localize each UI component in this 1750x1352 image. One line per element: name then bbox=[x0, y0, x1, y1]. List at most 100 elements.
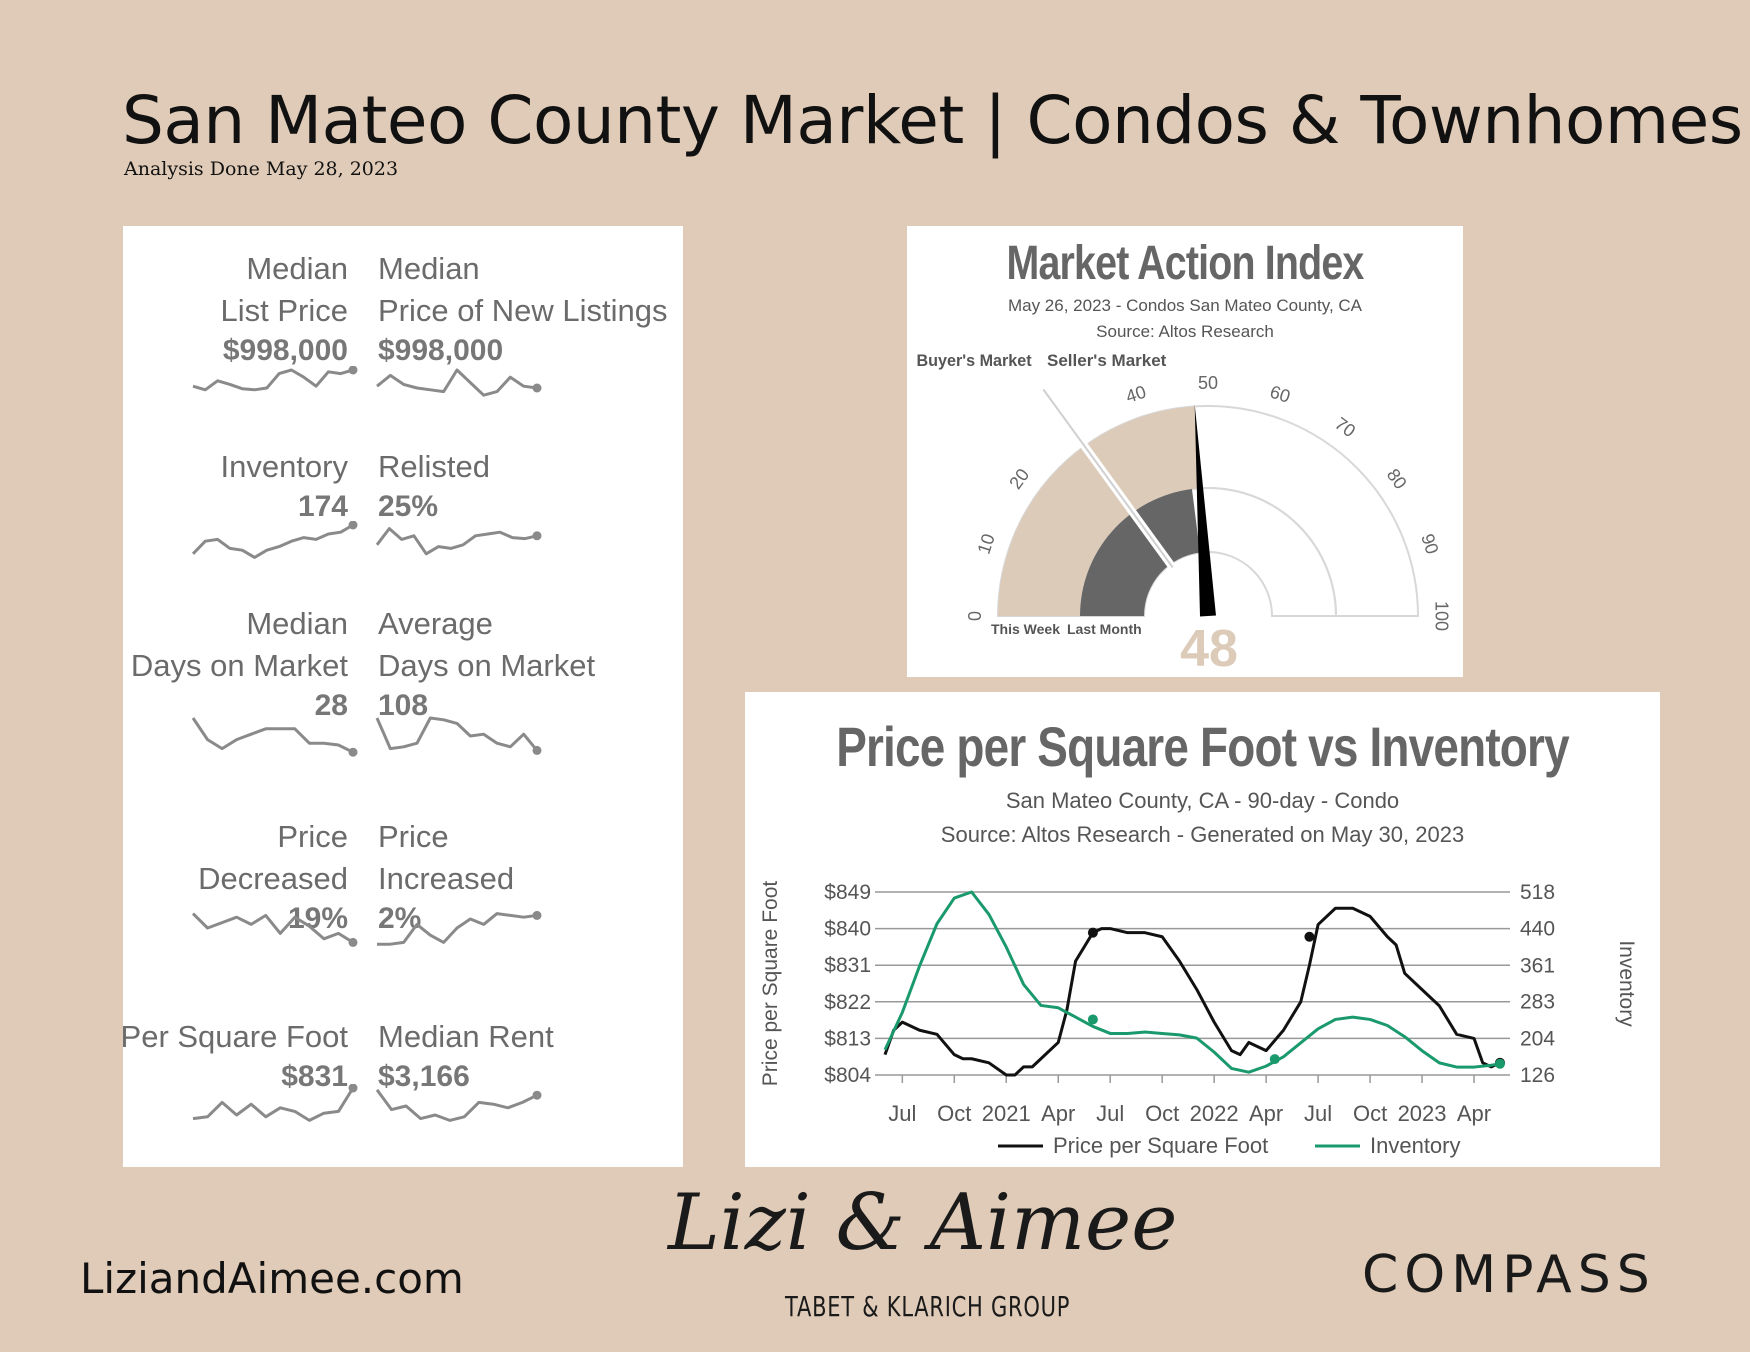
gauge-tick-label: 10 bbox=[974, 531, 999, 556]
series-marker bbox=[1087, 927, 1098, 938]
sparkline-path bbox=[192, 1087, 355, 1122]
stat-label-line: List Price bbox=[220, 293, 348, 328]
x-tick-label: Apr bbox=[1249, 1101, 1283, 1126]
sparkline bbox=[192, 366, 358, 392]
sparkline bbox=[375, 527, 542, 556]
series-line-price-per-sqft bbox=[883, 906, 1501, 1077]
sparkline bbox=[377, 910, 542, 946]
ppsf-inventory-panel: Price per Square Foot vs Inventory San M… bbox=[745, 692, 1660, 1167]
stat-label-line: Median bbox=[246, 606, 348, 641]
gauge-tick-label: 70 bbox=[1331, 413, 1359, 441]
sparkline-path bbox=[377, 912, 538, 946]
ppsf-source: Source: Altos Research - Generated on Ma… bbox=[940, 822, 1465, 847]
gauge-tick-label: 60 bbox=[1267, 382, 1292, 407]
gauge-value: 48 bbox=[1180, 620, 1238, 677]
x-tick-label: Oct bbox=[1353, 1101, 1387, 1126]
sellers-market-label: Seller's Market bbox=[1047, 351, 1167, 370]
mai-gauge: 0 10 20 40 50 60 70 80 90 100 Buyer's Market Seller… bbox=[917, 351, 1452, 677]
y-tick-label: $840 bbox=[824, 918, 871, 941]
x-tick-label: Jul bbox=[888, 1101, 916, 1126]
sparkline-end-dot bbox=[348, 366, 358, 375]
ppsf-subtitle: San Mateo County, CA - 90-day - Condo bbox=[1005, 788, 1400, 813]
sparkline-path bbox=[192, 368, 354, 392]
stat-label-line: Decreased bbox=[198, 861, 348, 896]
legend-label: Price per Square Foot bbox=[1053, 1133, 1268, 1158]
sparkline-end-dot bbox=[348, 1084, 358, 1093]
brand-logo-subtitle: TABET & KLARICH GROUP bbox=[785, 1290, 1071, 1323]
stat-value: 174 bbox=[297, 490, 348, 523]
x-tick-label: Apr bbox=[1041, 1101, 1075, 1126]
sparkline-path bbox=[191, 523, 354, 559]
y-axis-label: Price per Square Foot bbox=[759, 881, 782, 1087]
y-tick-label: $804 bbox=[824, 1064, 871, 1087]
series-marker bbox=[1495, 1058, 1505, 1069]
stat-label-line: Median bbox=[246, 251, 348, 286]
y-tick-label: $822 bbox=[824, 991, 871, 1014]
x-tick-label: Apr bbox=[1457, 1101, 1491, 1126]
gauge-this-week-arc bbox=[998, 406, 1200, 616]
sparkline bbox=[192, 1084, 358, 1122]
page-title: San Mateo County Market | Condos & Townh… bbox=[122, 82, 1743, 159]
stat-value: 28 bbox=[314, 689, 348, 722]
last-month-label: Last Month bbox=[1067, 621, 1142, 637]
analysis-date: Analysis Done May 28, 2023 bbox=[124, 158, 399, 180]
y-tick-label: $849 bbox=[824, 881, 871, 904]
x-tick-label: Oct bbox=[1145, 1101, 1179, 1126]
y2-tick-label: 283 bbox=[1520, 991, 1555, 1014]
mai-title: Market Action Index bbox=[1006, 237, 1365, 290]
gauge-tick-label: 80 bbox=[1383, 465, 1411, 493]
brand-logo-script: Lizi & Aimee bbox=[668, 1178, 1178, 1268]
x-tick-label: Jul bbox=[1096, 1101, 1124, 1126]
gauge-tick-label: 0 bbox=[965, 611, 985, 621]
sparkline-path bbox=[375, 716, 539, 752]
series-marker bbox=[1269, 1054, 1280, 1065]
sparkline-end-dot bbox=[532, 383, 542, 393]
stat-label-line: Days on Market bbox=[378, 648, 596, 683]
sparkline bbox=[376, 368, 542, 397]
series-line-inventory bbox=[883, 890, 1501, 1074]
sparkline-end-dot bbox=[532, 1090, 542, 1100]
sparkline-path bbox=[191, 717, 354, 754]
website-link[interactable]: LiziandAimee.com bbox=[80, 1254, 464, 1303]
y2-tick-label: 440 bbox=[1520, 917, 1555, 940]
stats-panel: Median List Price $998,000 Median Price of N… bbox=[120, 226, 683, 1167]
sparkline-end-dot bbox=[348, 521, 358, 530]
gauge-threshold-line bbox=[1042, 388, 1174, 569]
stat-label-line: Inventory bbox=[220, 449, 348, 484]
x-tick-label: 2021 bbox=[982, 1101, 1031, 1126]
y2-tick-label: 204 bbox=[1520, 1028, 1555, 1051]
y2-tick-label: 518 bbox=[1520, 881, 1555, 904]
stat-value: 108 bbox=[378, 689, 429, 722]
stat-label-line: Median Rent bbox=[378, 1019, 554, 1054]
legend-label: Inventory bbox=[1370, 1133, 1461, 1158]
sparkline-end-dot bbox=[532, 531, 542, 541]
stat-label-line: Per Square Foot bbox=[120, 1019, 348, 1054]
sparkline bbox=[191, 717, 358, 757]
stat-label-line: Relisted bbox=[378, 449, 490, 484]
ppsf-title: Price per Square Foot vs Inventory bbox=[836, 715, 1569, 778]
stat-label-line: Increased bbox=[378, 861, 515, 896]
stat-label-line: Price of New Listings bbox=[378, 293, 668, 328]
x-tick-label: 2022 bbox=[1190, 1101, 1239, 1126]
gauge-tick-label: 40 bbox=[1123, 382, 1148, 407]
sparkline-end-dot bbox=[348, 747, 358, 757]
stat-label-line: Median bbox=[378, 251, 480, 286]
stat-label-line: Average bbox=[378, 606, 493, 641]
y2-axis-label: Inventory bbox=[1615, 940, 1638, 1027]
gauge-tick-label: 100 bbox=[1431, 601, 1451, 631]
x-tick-label: Oct bbox=[937, 1101, 971, 1126]
series-marker bbox=[1087, 1014, 1098, 1025]
x-tick-label: Jul bbox=[1304, 1101, 1332, 1126]
sparkline bbox=[375, 716, 542, 755]
sparkline-path bbox=[191, 912, 354, 944]
mai-source: Source: Altos Research bbox=[1096, 322, 1274, 341]
sparkline-end-dot bbox=[532, 910, 542, 920]
this-week-label: This Week bbox=[991, 621, 1060, 637]
stat-label-line: Price bbox=[277, 819, 348, 854]
gauge-tick-label: 20 bbox=[1005, 465, 1033, 493]
stat-value: $998,000 bbox=[222, 334, 348, 367]
gauge-tick-label: 90 bbox=[1417, 531, 1442, 556]
gauge-last-month-arc bbox=[1080, 489, 1200, 616]
mai-subtitle: May 26, 2023 - Condos San Mateo County, … bbox=[1007, 296, 1363, 315]
ppsf-chart: $849 $840 $831 $822 $813 $804 518 440 361 283 204 1… bbox=[759, 881, 1638, 1158]
